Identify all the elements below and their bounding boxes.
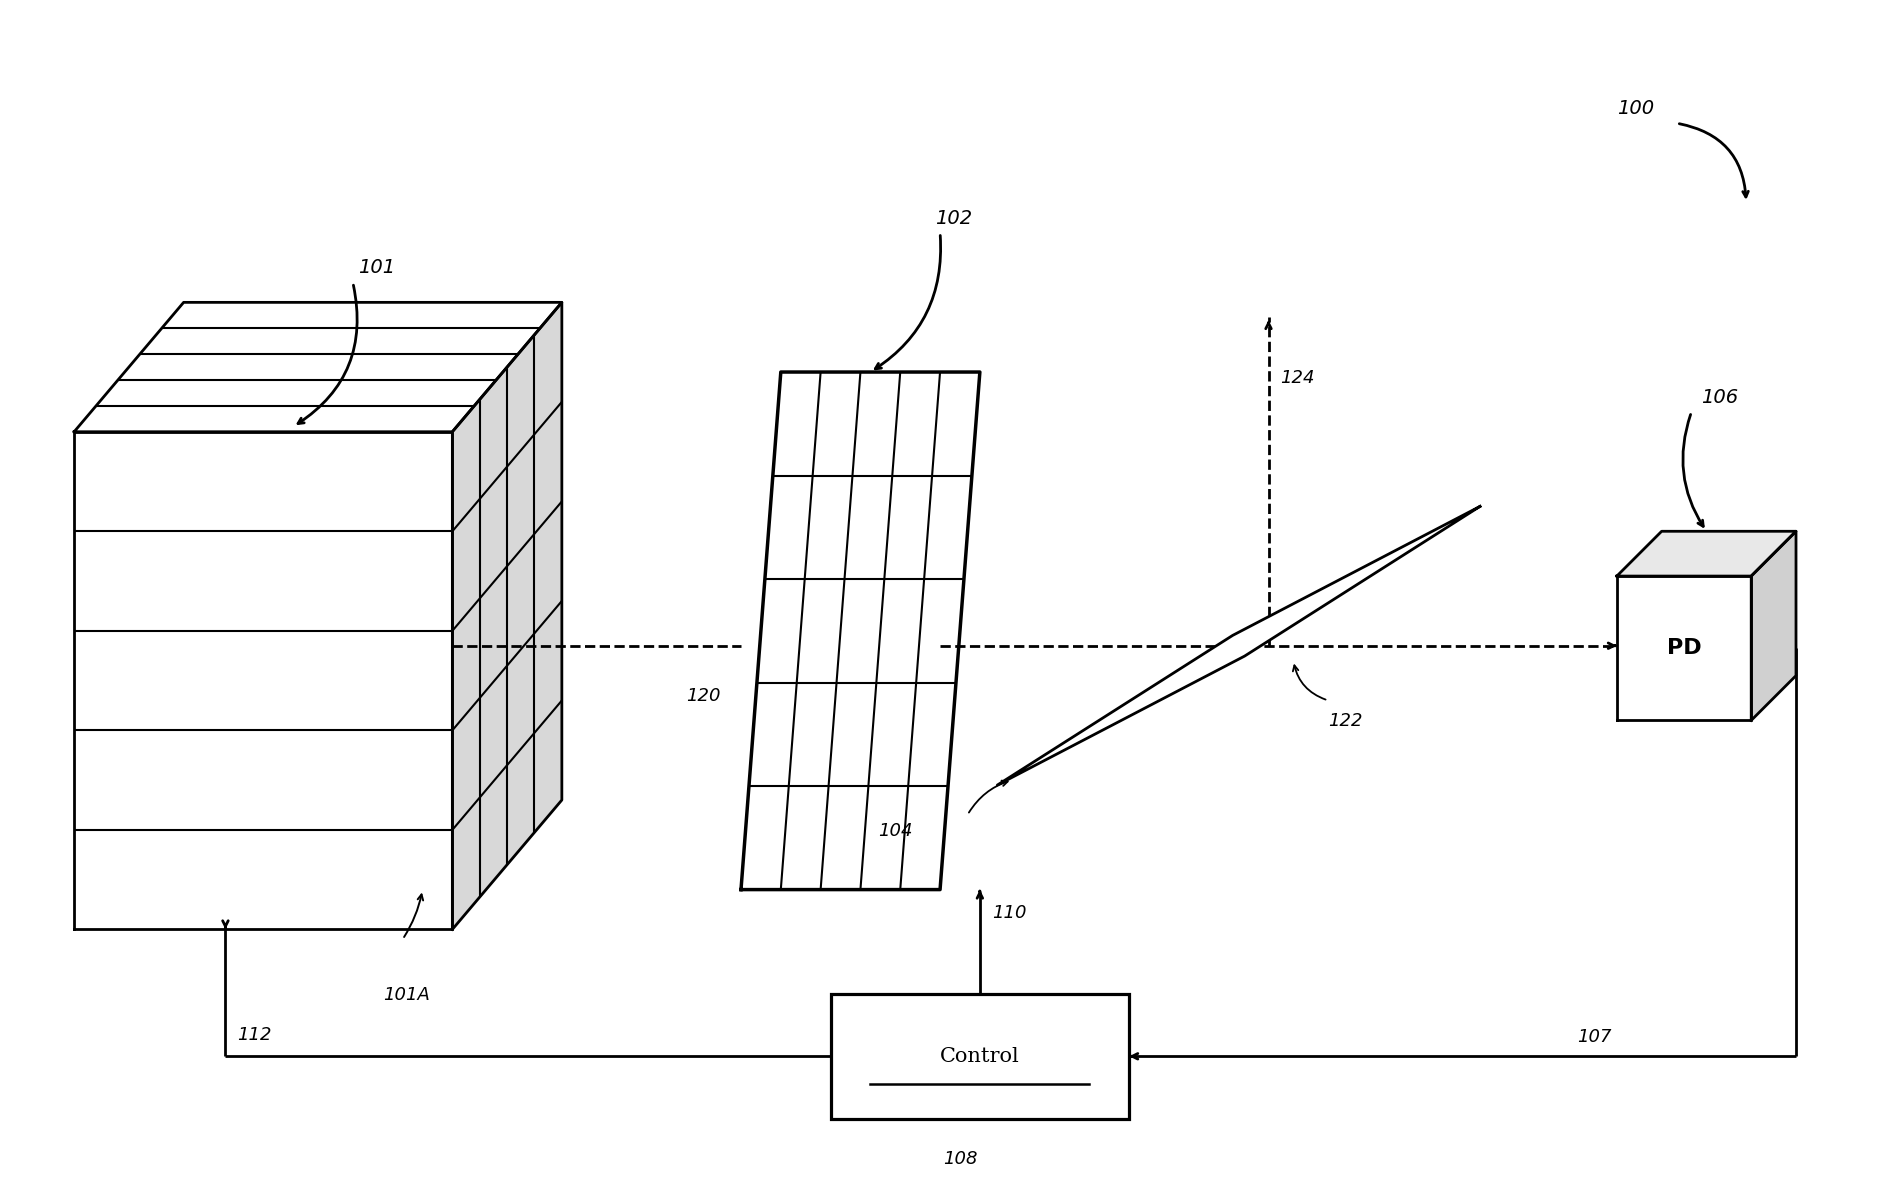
Polygon shape (1616, 576, 1752, 720)
Text: 108: 108 (942, 1150, 977, 1168)
Text: 101A: 101A (383, 986, 430, 1004)
Text: 106: 106 (1702, 387, 1738, 407)
Text: 101: 101 (358, 259, 394, 278)
Text: 122: 122 (1329, 712, 1363, 730)
Polygon shape (74, 302, 562, 432)
Text: 112: 112 (238, 1026, 272, 1044)
Text: 102: 102 (935, 209, 973, 228)
Polygon shape (998, 507, 1479, 785)
Text: 124: 124 (1281, 368, 1316, 387)
Polygon shape (453, 302, 562, 929)
Text: 110: 110 (992, 903, 1026, 922)
Polygon shape (74, 432, 453, 929)
Text: 120: 120 (685, 687, 722, 705)
Text: 100: 100 (1616, 99, 1655, 118)
Text: 104: 104 (878, 822, 912, 840)
Bar (830, 994, 1129, 1118)
Text: PD: PD (1666, 638, 1702, 658)
Polygon shape (741, 372, 981, 889)
Polygon shape (1616, 531, 1795, 576)
Polygon shape (1752, 531, 1795, 720)
Text: 107: 107 (1577, 1029, 1611, 1046)
Text: Control: Control (941, 1046, 1021, 1065)
